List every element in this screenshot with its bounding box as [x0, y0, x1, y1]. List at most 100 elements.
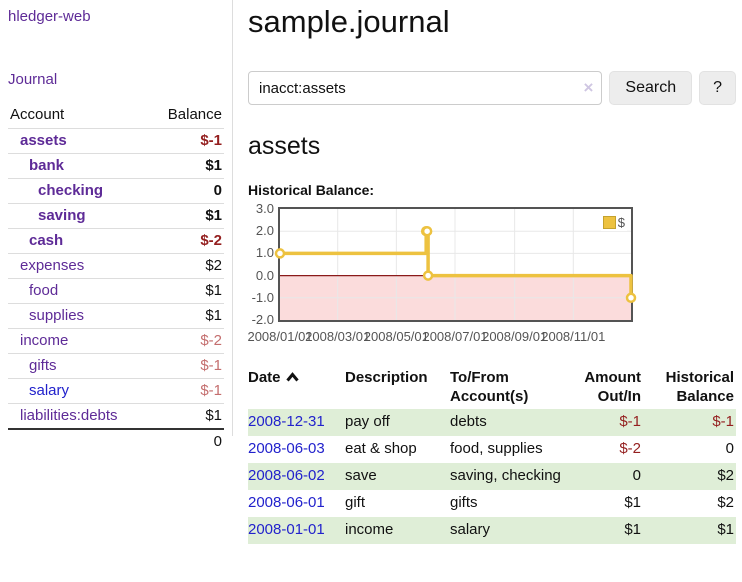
chart-canvas	[274, 209, 637, 320]
register-table: Date Description To/From Account(s) Amou…	[248, 365, 736, 544]
account-balance: $1	[149, 303, 224, 329]
search-help-button[interactable]: ?	[699, 71, 736, 105]
transaction-description: save	[345, 463, 450, 490]
account-balance: $2	[149, 253, 224, 279]
account-link[interactable]: income	[20, 332, 69, 349]
account-balance: $-1	[149, 353, 224, 379]
transaction-accounts: debts	[450, 409, 571, 436]
account-row: gifts $-1	[8, 353, 224, 379]
x-axis-tick-label: 2008/01/01	[247, 329, 313, 344]
account-row: checking 0	[8, 178, 224, 204]
y-axis-tick-label: 1.0	[255, 245, 274, 261]
clear-search-icon[interactable]: ×	[583, 78, 594, 97]
x-axis-tick-label: 2008/03/01	[305, 329, 371, 344]
account-row: salary $-1	[8, 378, 224, 404]
y-axis-tick-label: -2.0	[251, 312, 274, 327]
transaction-amount: $-2	[619, 440, 641, 457]
chart-legend: $	[600, 214, 627, 231]
transaction-row: 2008-06-02 save saving, checking 0 $2	[248, 463, 736, 490]
account-link[interactable]: salary	[29, 382, 70, 399]
transaction-balance: $2	[651, 463, 736, 490]
x-axis-tick-label: 2008/09/01	[482, 329, 548, 344]
page-title: sample.journal	[248, 4, 450, 39]
transaction-date-link[interactable]: 2008-01-01	[248, 521, 325, 538]
transaction-description: income	[345, 517, 450, 544]
transaction-amount: $1	[624, 494, 641, 511]
account-row: food $1	[8, 278, 224, 304]
transaction-date-link[interactable]: 2008-06-03	[248, 440, 325, 457]
transaction-accounts: food, supplies	[450, 440, 543, 457]
transaction-row: 2008-06-01 gift gifts $1 $2	[248, 490, 736, 517]
transaction-amount: 0	[571, 463, 651, 490]
transaction-balance: $1	[651, 517, 736, 544]
transaction-description: eat & shop	[345, 440, 417, 457]
register-header-description[interactable]: Description	[345, 369, 428, 386]
account-row: supplies $1	[8, 303, 224, 329]
chart-title: Historical Balance:	[248, 182, 375, 198]
transaction-description: gift	[345, 494, 366, 511]
transaction-date-link[interactable]: 2008-06-01	[248, 494, 325, 511]
search-form: × Search ?	[248, 71, 736, 105]
account-row: expenses $2	[8, 253, 224, 279]
transaction-date-link[interactable]: 2008-06-02	[248, 467, 325, 484]
account-balance: $1	[149, 403, 224, 429]
account-link[interactable]: cash	[29, 232, 64, 249]
account-balance: $-2	[149, 228, 224, 254]
account-link[interactable]: assets	[20, 132, 67, 149]
account-balance: $1	[149, 153, 224, 179]
sidebar-item-journal[interactable]: Journal	[8, 71, 58, 88]
account-balance: 0	[149, 178, 224, 204]
transaction-amount: $1	[571, 517, 651, 544]
y-axis-tick-label: -1.0	[251, 289, 274, 305]
transaction-row: 2008-01-01 income salary $1 $1	[248, 517, 736, 544]
accounts-total-row: 0	[8, 428, 224, 454]
brand-link[interactable]: hledger-web	[8, 8, 91, 25]
accounts-table-account-header: Account	[10, 106, 65, 123]
account-heading: assets	[248, 132, 321, 160]
main-content: sample.journal × Search ? assets Histori…	[247, 0, 736, 544]
transaction-row: 2008-12-31 pay off debts $-1 $-1	[248, 409, 736, 436]
account-link[interactable]: expenses	[20, 257, 85, 274]
account-link[interactable]: gifts	[29, 357, 57, 374]
account-balance: $-2	[149, 328, 224, 354]
register-header-accounts[interactable]: To/From Account(s)	[450, 369, 529, 405]
transaction-description: pay off	[345, 409, 450, 436]
transaction-balance: $2	[717, 494, 734, 511]
account-row: assets $-1	[8, 128, 224, 154]
register-header-date[interactable]: Date	[248, 365, 345, 409]
x-axis-tick-label: 2008/11/01	[541, 329, 606, 344]
account-link[interactable]: checking	[38, 182, 104, 199]
account-link[interactable]: saving	[38, 207, 86, 224]
account-row: liabilities:debts $1	[8, 403, 224, 429]
x-axis-tick-label: 2008/05/01	[363, 329, 429, 344]
transaction-amount: $-1	[571, 409, 651, 436]
account-row: bank $1	[8, 153, 224, 179]
y-axis-tick-label: 2.0	[255, 223, 274, 239]
account-balance: $-1	[149, 128, 224, 154]
account-link[interactable]: supplies	[29, 307, 85, 324]
account-row: income $-2	[8, 328, 224, 354]
transaction-row: 2008-06-03 eat & shop food, supplies $-2 0	[248, 436, 736, 463]
search-button[interactable]: Search	[609, 71, 693, 105]
legend-label: $	[617, 215, 625, 230]
account-balance: $1	[149, 203, 224, 229]
accounts-table: Account Balance assets $-1 bank $1 checking 0…	[8, 102, 224, 454]
accounts-table-balance-header: Balance	[167, 106, 222, 123]
register-header-amount[interactable]: Amount Out/In	[584, 369, 641, 405]
account-link[interactable]: liabilities:debts	[20, 407, 118, 424]
transaction-balance: 0	[725, 440, 734, 457]
chart-plot-area: $	[274, 207, 637, 322]
historical-balance-chart: $ 3.0 2.0 1.0 0.0 -1.0 -2.0 2008/01/01 2008/03/…	[247, 202, 736, 347]
account-row: cash $-2	[8, 228, 224, 254]
y-axis-tick-label: 3.0	[255, 201, 274, 216]
account-link[interactable]: food	[29, 282, 59, 299]
transaction-date-link[interactable]: 2008-12-31	[248, 413, 325, 430]
accounts-total: 0	[149, 428, 224, 454]
sidebar: hledger-web Journal Account Balance asse…	[0, 0, 233, 454]
y-axis-tick-label: 0.0	[255, 267, 274, 283]
register-header-balance[interactable]: Historical Balance	[665, 369, 734, 405]
account-link[interactable]: bank	[29, 157, 65, 174]
sort-ascending-icon	[285, 370, 299, 387]
search-input[interactable]	[248, 71, 603, 105]
account-balance: $1	[149, 278, 224, 304]
